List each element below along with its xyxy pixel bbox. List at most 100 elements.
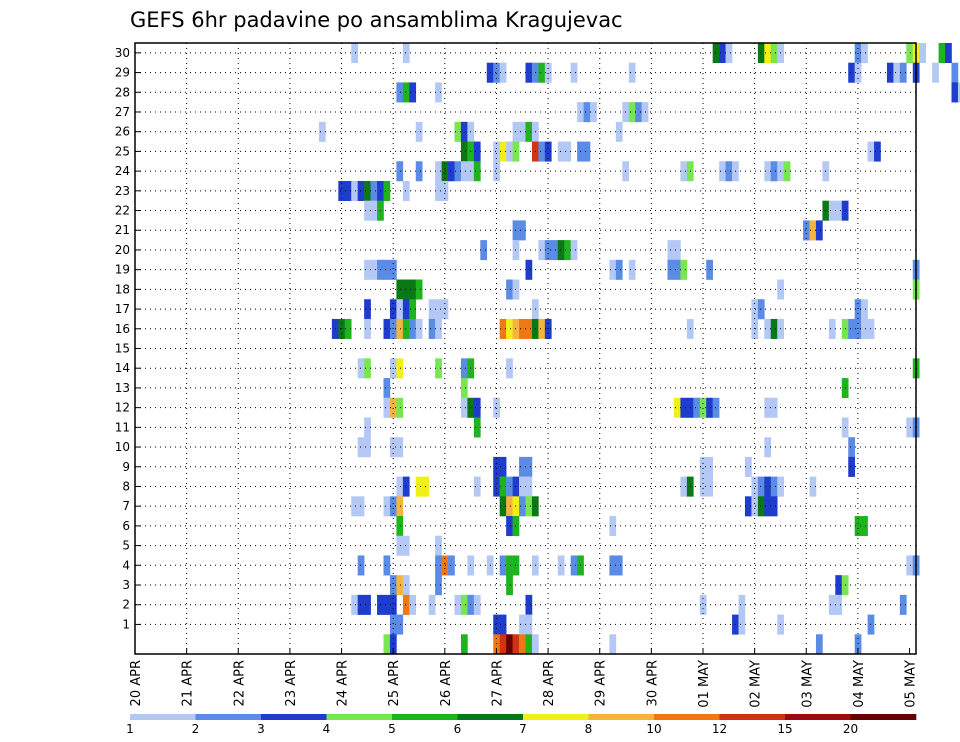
heatmap-cell (538, 62, 546, 83)
heatmap-cell (389, 575, 397, 596)
heatmap-cell (460, 378, 468, 399)
heatmap-cell (506, 516, 513, 537)
heatmap-cell (699, 456, 707, 477)
y-tick-label: 27 (115, 105, 130, 119)
heatmap-cell (396, 535, 404, 556)
heatmap-cell (506, 575, 513, 596)
x-tick-label: 25 APR (387, 660, 402, 706)
x-tick-label: 04 MAY (852, 660, 867, 708)
heatmap-cell (344, 318, 352, 339)
y-tick-label: 24 (115, 164, 130, 178)
heatmap-cell (409, 279, 417, 300)
y-tick-label: 26 (115, 125, 130, 139)
heatmap-cell (460, 594, 468, 615)
heatmap-cell (770, 318, 778, 339)
heatmap-cell (951, 62, 959, 83)
x-tick-label: 01 MAY (697, 660, 712, 708)
heatmap-cell (919, 43, 926, 64)
heatmap-cell (499, 141, 507, 162)
heatmap-cell (854, 634, 862, 655)
heatmap-cell (389, 397, 397, 418)
heatmap-cell (460, 161, 468, 182)
heatmap-cell (396, 575, 404, 596)
x-tick-label: 20 APR (129, 660, 144, 706)
heatmap-cell (454, 161, 462, 182)
heatmap-cell (499, 318, 507, 339)
heatmap-cell (506, 476, 513, 497)
heatmap-cell (815, 220, 823, 241)
heatmap-cell (699, 594, 707, 615)
heatmap-cell (351, 496, 358, 517)
heatmap-cell (396, 614, 404, 635)
y-tick-label: 22 (115, 204, 130, 218)
heatmap-cell (512, 634, 520, 655)
y-tick-label: 8 (122, 479, 130, 493)
heatmap-cell (525, 594, 533, 615)
heatmap-cell (396, 299, 404, 320)
heatmap-cell (525, 614, 533, 635)
colorbar-label: 3 (257, 722, 265, 736)
heatmap-cell (506, 358, 513, 379)
y-tick-label: 11 (115, 420, 130, 434)
heatmap-cell (415, 318, 423, 339)
y-tick-label: 18 (115, 282, 130, 296)
heatmap-cell (809, 476, 817, 497)
x-tick-label: 27 APR (491, 660, 506, 706)
heatmap-cell (757, 476, 765, 497)
heatmap-cell (435, 318, 442, 339)
heatmap-cell (757, 299, 765, 320)
heatmap-cell (757, 496, 765, 517)
heatmap-cell (370, 200, 378, 221)
heatmap-cell (389, 299, 397, 320)
heatmap-cell (764, 397, 772, 418)
heatmap-cell (499, 614, 507, 635)
heatmap-cell (409, 594, 417, 615)
colorbar-label: 8 (585, 722, 593, 736)
heatmap-cell (751, 299, 759, 320)
heatmap-cell (364, 259, 371, 280)
heatmap-cell (570, 555, 578, 576)
colorbar-swatch (850, 714, 917, 720)
heatmap-cell (738, 594, 746, 615)
colorbar-label: 4 (323, 722, 331, 736)
heatmap-cell (402, 535, 410, 556)
heatmap-cell (570, 62, 578, 83)
heatmap-cell (906, 417, 914, 438)
heatmap-cell (435, 358, 442, 379)
heatmap-cell (435, 180, 442, 201)
heatmap-cell (402, 476, 410, 497)
heatmap-cell (428, 594, 436, 615)
heatmap-cell (770, 496, 778, 517)
heatmap-cell (699, 476, 707, 497)
colorbar-swatch (130, 714, 196, 720)
colorbar-swatch (785, 714, 851, 720)
heatmap-cell (764, 476, 772, 497)
heatmap-cell (519, 456, 526, 477)
heatmap-cell (493, 161, 500, 182)
heatmap-cell (364, 180, 371, 201)
heatmap-cell (945, 43, 952, 64)
heatmap-cell (899, 62, 907, 83)
heatmap-cell (357, 496, 365, 517)
heatmap-cell (544, 141, 552, 162)
heatmap-cell (861, 318, 868, 339)
heatmap-cell (725, 43, 733, 64)
heatmap-cell (519, 614, 526, 635)
heatmap-cell (402, 180, 410, 201)
heatmap-cell (493, 476, 500, 497)
heatmap-cell (396, 516, 404, 537)
heatmap-cell (809, 220, 817, 241)
y-tick-label: 23 (115, 184, 130, 198)
y-axis: 1234567891011121314151617181920212223242… (115, 46, 141, 631)
heatmap-cell (583, 102, 591, 123)
heatmap-cell (396, 437, 404, 458)
x-tick-label: 30 APR (645, 660, 660, 706)
y-tick-label: 9 (122, 460, 130, 474)
colorbar-label: 7 (519, 722, 527, 736)
heatmap-cell (370, 259, 378, 280)
heatmap-cell (415, 121, 423, 142)
heatmap-cell (351, 594, 358, 615)
heatmap-cell (435, 161, 442, 182)
heatmap-cell (454, 121, 462, 142)
heatmap-cell (383, 594, 391, 615)
